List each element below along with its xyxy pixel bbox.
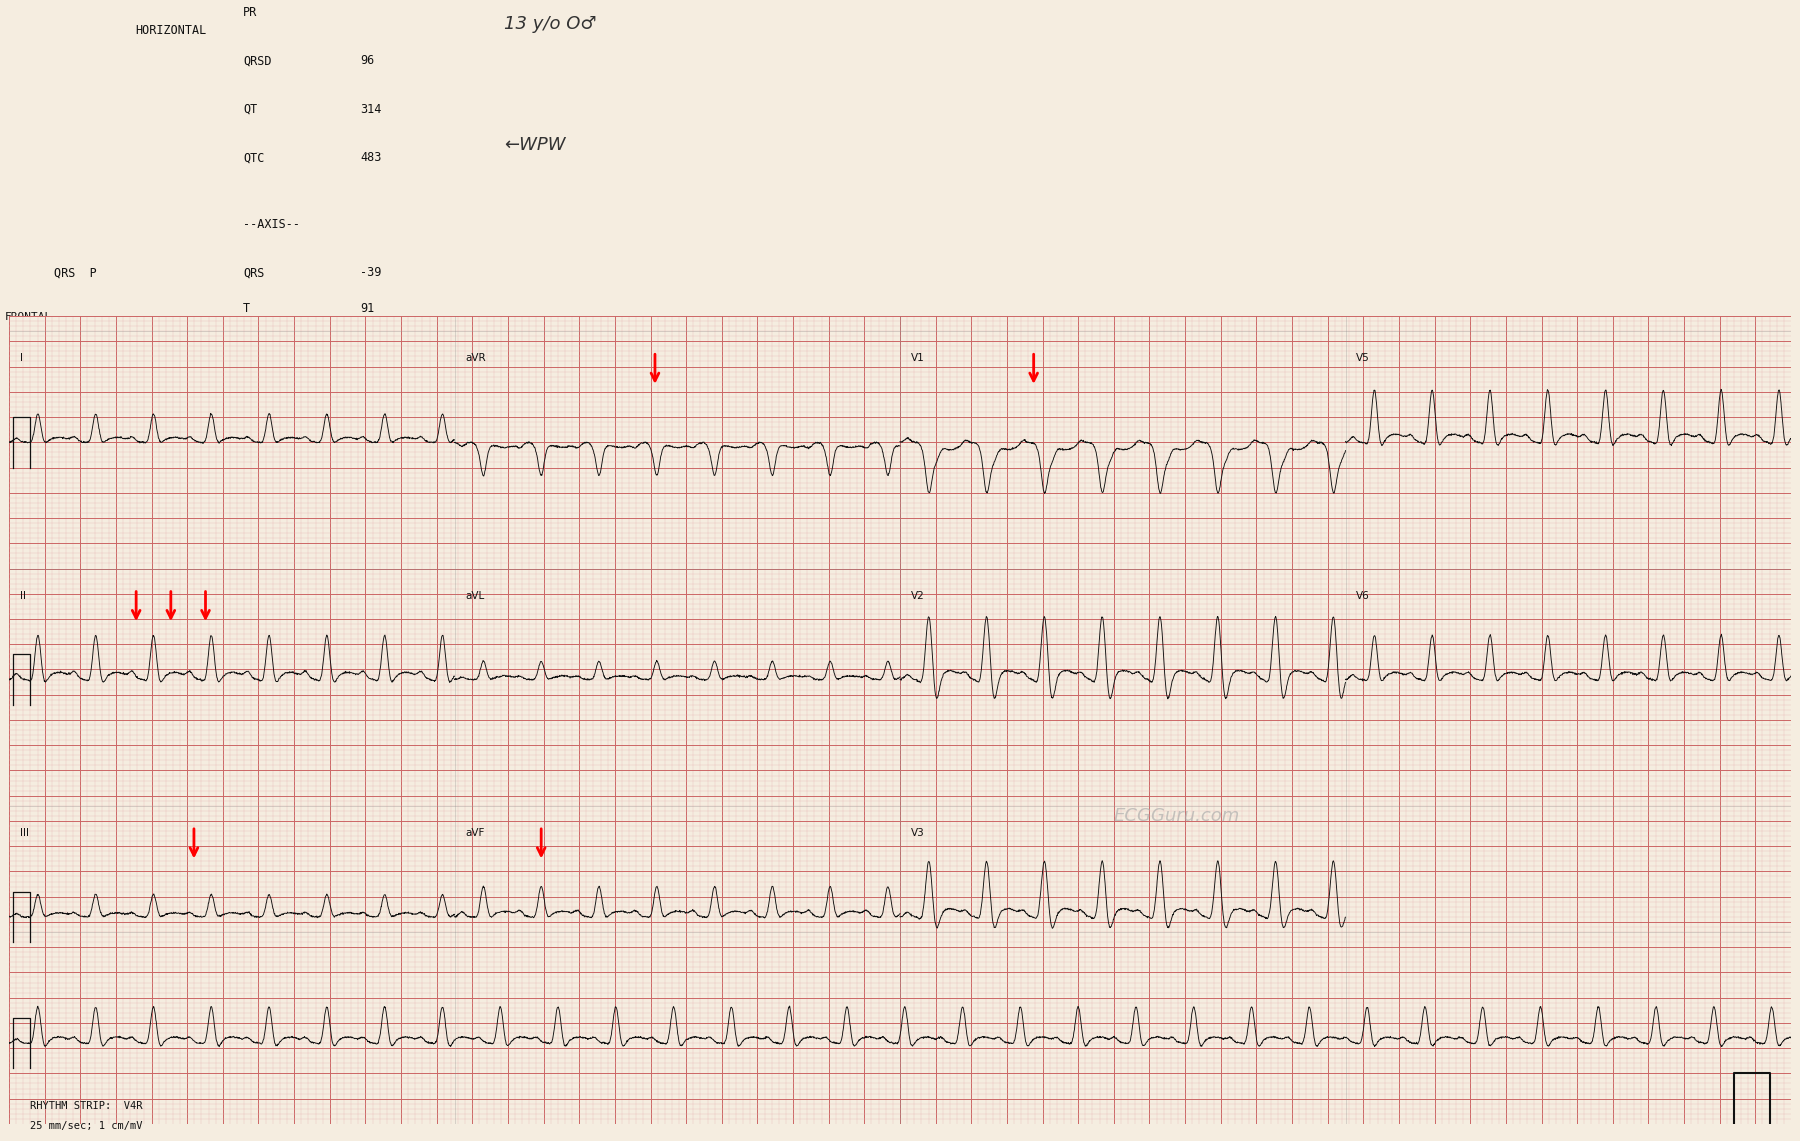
Text: 91: 91 [360, 302, 374, 315]
Text: HORIZONTAL: HORIZONTAL [135, 24, 207, 38]
Text: FRONTAL: FRONTAL [4, 311, 52, 322]
Text: V2: V2 [911, 591, 925, 601]
Text: QRS  P: QRS P [54, 266, 97, 280]
Text: QRSD: QRSD [243, 55, 272, 67]
Text: QT: QT [243, 103, 257, 115]
Text: ECGGuru.com: ECGGuru.com [1114, 807, 1240, 825]
Text: V5: V5 [1355, 354, 1370, 364]
Text: QTC: QTC [243, 151, 265, 164]
Text: 483: 483 [360, 151, 382, 164]
Text: -39: -39 [360, 266, 382, 280]
Text: T: T [243, 302, 250, 315]
Text: RHYTHM STRIP:  V4R: RHYTHM STRIP: V4R [31, 1101, 142, 1110]
Text: --AXIS--: --AXIS-- [243, 218, 301, 230]
Text: V6: V6 [1355, 591, 1370, 601]
Text: I: I [20, 354, 23, 364]
Text: ←WPW: ←WPW [504, 136, 565, 154]
Text: V1: V1 [911, 354, 925, 364]
Text: 25 mm/sec; 1 cm/mV: 25 mm/sec; 1 cm/mV [31, 1120, 142, 1131]
Text: 13 y/o O♂: 13 y/o O♂ [504, 15, 596, 33]
Text: II: II [20, 591, 25, 601]
Text: aVF: aVF [464, 828, 484, 839]
Text: III: III [20, 828, 29, 839]
Text: 96: 96 [360, 55, 374, 67]
Text: V3: V3 [911, 828, 925, 839]
Text: QRS: QRS [243, 266, 265, 280]
Text: 314: 314 [360, 103, 382, 115]
Text: aVL: aVL [464, 591, 484, 601]
Text: PR: PR [243, 6, 257, 19]
Text: aVR: aVR [464, 354, 486, 364]
